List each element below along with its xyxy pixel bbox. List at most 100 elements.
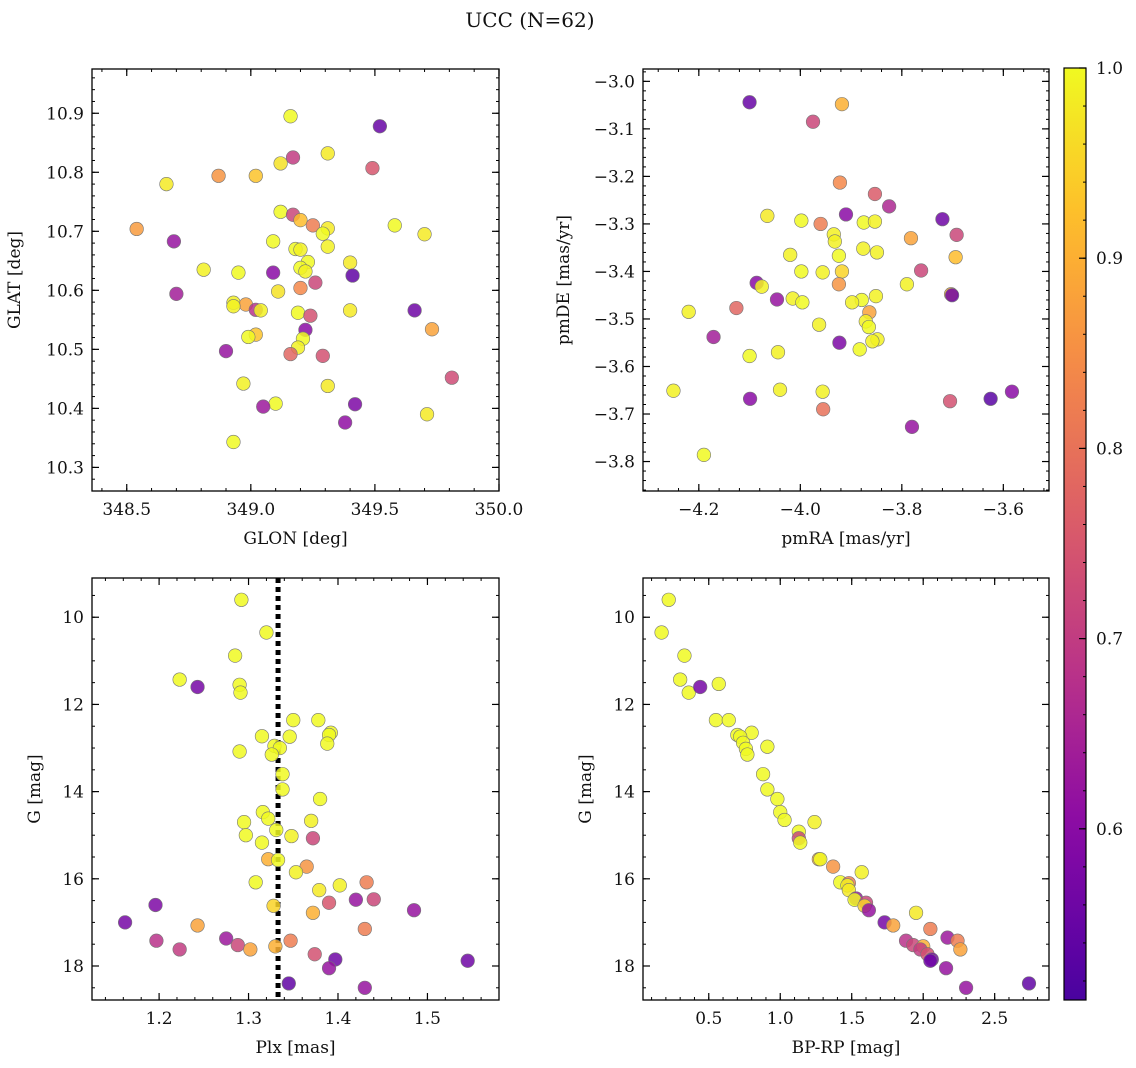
data-point <box>254 835 270 850</box>
data-point <box>248 168 263 183</box>
data-point <box>1021 976 1037 991</box>
data-point <box>283 109 298 124</box>
data-point <box>903 231 919 246</box>
y-axis-label: pmDE [mas/yr] <box>554 215 574 345</box>
data-point <box>293 212 308 228</box>
data-point <box>357 921 372 937</box>
data-point <box>149 933 164 948</box>
data-point <box>305 905 321 920</box>
y-tick-label: −3.5 <box>594 310 635 330</box>
x-tick-label: 2.5 <box>981 1009 1008 1029</box>
data-point <box>852 342 867 357</box>
data-point <box>812 317 827 332</box>
data-point <box>867 186 883 202</box>
data-point <box>190 918 205 933</box>
data-point <box>831 248 846 263</box>
axes-frame <box>642 577 1050 1001</box>
colorbar-gradient <box>1063 67 1087 1001</box>
data-point <box>266 898 281 913</box>
data-point <box>315 226 330 241</box>
x-tick-label: 1.4 <box>324 1009 351 1029</box>
data-point <box>273 204 288 219</box>
data-point <box>444 370 459 385</box>
data-point <box>708 713 724 728</box>
y-tick-label: 14 <box>62 783 84 803</box>
data-point <box>232 744 247 759</box>
data-point <box>228 648 243 663</box>
y-tick-label: −3.7 <box>594 405 635 425</box>
data-point <box>288 865 304 880</box>
data-point <box>159 176 174 192</box>
data-point <box>320 736 335 751</box>
data-point <box>226 299 241 314</box>
data-point <box>827 234 842 249</box>
scatter-panel-4: 0.5 1.0 1.5 2.0 2.5 10 12 14 16 18 BP-RP [mag] G [m… <box>576 577 1050 1058</box>
x-tick-label: 350.0 <box>475 500 524 520</box>
data-point <box>148 897 163 913</box>
x-tick-label: 1.2 <box>146 1009 173 1029</box>
y-tick-label: −3.1 <box>594 120 635 140</box>
data-point <box>923 921 938 937</box>
data-point <box>266 234 281 249</box>
data-point <box>234 592 249 607</box>
data-point <box>760 739 775 754</box>
data-point <box>342 303 358 318</box>
data-point <box>290 305 306 320</box>
y-tick-label: 18 <box>62 957 84 977</box>
data-point <box>944 288 960 303</box>
scatter-panel-1: 348.5 349.0 349.5 350.0 10.3 10.4 10.5 10.6 10.7… <box>5 68 524 549</box>
y-tick-label: −3.6 <box>594 357 635 377</box>
data-point <box>760 782 775 797</box>
data-point <box>338 415 353 430</box>
data-point <box>681 304 696 319</box>
data-point <box>406 903 422 918</box>
x-axis-label: BP-RP [mag] <box>792 1038 901 1058</box>
data-point <box>854 865 869 880</box>
data-point <box>832 175 848 190</box>
data-point <box>332 878 347 893</box>
data-point <box>908 905 924 920</box>
y-tick-label: 10.7 <box>46 222 84 242</box>
data-point <box>169 286 184 301</box>
colorbar-tick-label: 0.9 <box>1096 249 1123 269</box>
data-point <box>372 119 387 134</box>
data-point <box>359 875 374 890</box>
data-point <box>283 346 298 362</box>
data-point <box>834 97 850 112</box>
data-point <box>293 242 308 257</box>
data-point <box>190 679 205 695</box>
data-point <box>844 295 860 310</box>
data-point <box>816 402 831 417</box>
x-tick-label: 349.0 <box>226 500 275 520</box>
data-point <box>243 942 258 957</box>
figure-title: UCC (N=62) <box>465 8 595 32</box>
data-point <box>677 648 692 663</box>
data-point <box>693 679 708 695</box>
data-point <box>407 303 422 318</box>
y-axis-label: GLAT [deg] <box>5 231 25 329</box>
data-point <box>417 227 432 242</box>
data-point <box>838 207 854 222</box>
data-point <box>342 255 358 270</box>
data-point <box>285 150 301 165</box>
x-tick-label: −4.0 <box>780 500 821 520</box>
data-point <box>275 767 290 782</box>
data-point <box>661 592 676 607</box>
data-point <box>654 625 669 640</box>
data-point <box>345 268 360 283</box>
data-point <box>348 892 363 907</box>
data-point <box>795 295 810 310</box>
y-tick-label: 10.3 <box>46 458 84 478</box>
y-tick-label: −3.2 <box>594 167 635 187</box>
x-tick-label: 1.5 <box>414 1009 441 1029</box>
data-point <box>742 391 758 406</box>
x-tick-label: −3.8 <box>881 500 922 520</box>
data-point <box>357 980 372 995</box>
y-tick-label: −3.4 <box>594 262 635 282</box>
data-point <box>815 265 830 280</box>
colorbar-tick-label: 1.0 <box>1096 59 1123 79</box>
data-point <box>231 265 246 280</box>
data-point <box>899 277 915 292</box>
data-point <box>807 815 822 830</box>
data-point <box>305 831 321 846</box>
